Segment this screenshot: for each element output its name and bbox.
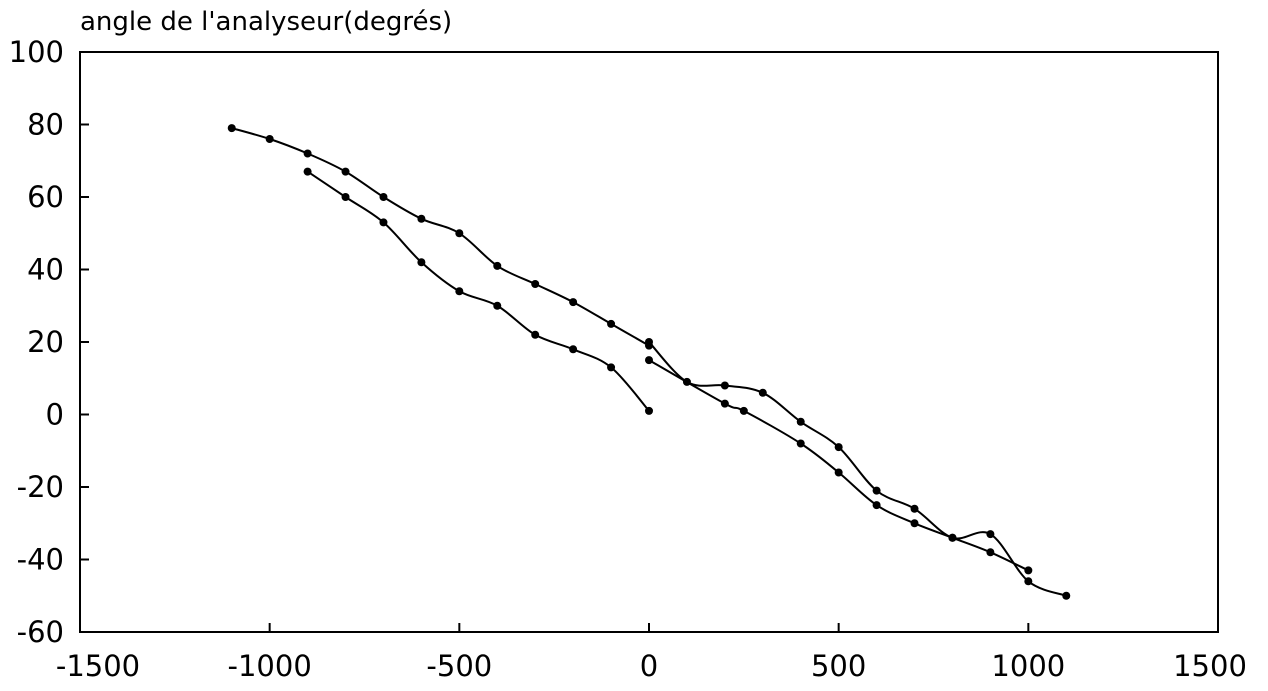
data-point [493,262,501,270]
x-tick-label: -1500 [56,649,140,683]
data-point [986,548,994,556]
y-tick-label: 60 [27,180,64,214]
data-point [1024,566,1032,574]
data-point [607,363,615,371]
data-point [986,530,994,538]
y-tick-label: -20 [17,470,64,504]
data-point [1062,592,1070,600]
data-point [797,440,805,448]
data-point [379,193,387,201]
data-point [531,331,539,339]
data-point [569,345,577,353]
data-point [531,280,539,288]
data-point [683,378,691,386]
y-axis-title: angle de l'analyseur(degrés) [80,7,452,37]
x-tick-label: 500 [811,649,866,683]
data-point [417,258,425,266]
data-point [873,501,881,509]
data-point [759,389,767,397]
y-tick-label: 100 [9,35,64,69]
y-tick-label: -40 [17,543,64,577]
x-tick-label: -1000 [228,649,312,683]
series-line [308,172,649,411]
data-point [455,287,463,295]
data-point [228,124,236,132]
y-tick-label: 80 [27,108,64,142]
data-point [645,356,653,364]
y-tick-label: -60 [17,615,64,649]
data-point [948,534,956,542]
x-tick-label: 0 [640,649,658,683]
data-point [569,298,577,306]
data-point [835,469,843,477]
x-tick-label: -500 [426,649,492,683]
series-line [649,360,1028,570]
data-point [304,168,312,176]
data-point [1024,577,1032,585]
data-point [645,407,653,415]
series-line [232,128,649,346]
data-point [911,505,919,513]
data-point [721,400,729,408]
data-point [379,218,387,226]
data-point [607,320,615,328]
x-tick-label: 1000 [991,649,1065,683]
y-tick-label: 20 [27,325,64,359]
data-point [873,487,881,495]
data-point [304,150,312,158]
data-point [835,443,843,451]
data-point [645,338,653,346]
data-point [740,407,748,415]
data-point [417,215,425,223]
data-point [493,302,501,310]
data-point [721,382,729,390]
data-point [342,193,350,201]
data-point [266,135,274,143]
x-tick-label: 1500 [1173,649,1247,683]
data-point [911,519,919,527]
y-ticks: 100 80 60 40 20 0 -20 -40 -60 [9,35,89,649]
y-tick-label: 40 [27,253,64,287]
data-point [342,168,350,176]
y-tick-label: 0 [46,398,64,432]
data-point [797,418,805,426]
data-point [455,229,463,237]
data-points [228,124,1071,600]
